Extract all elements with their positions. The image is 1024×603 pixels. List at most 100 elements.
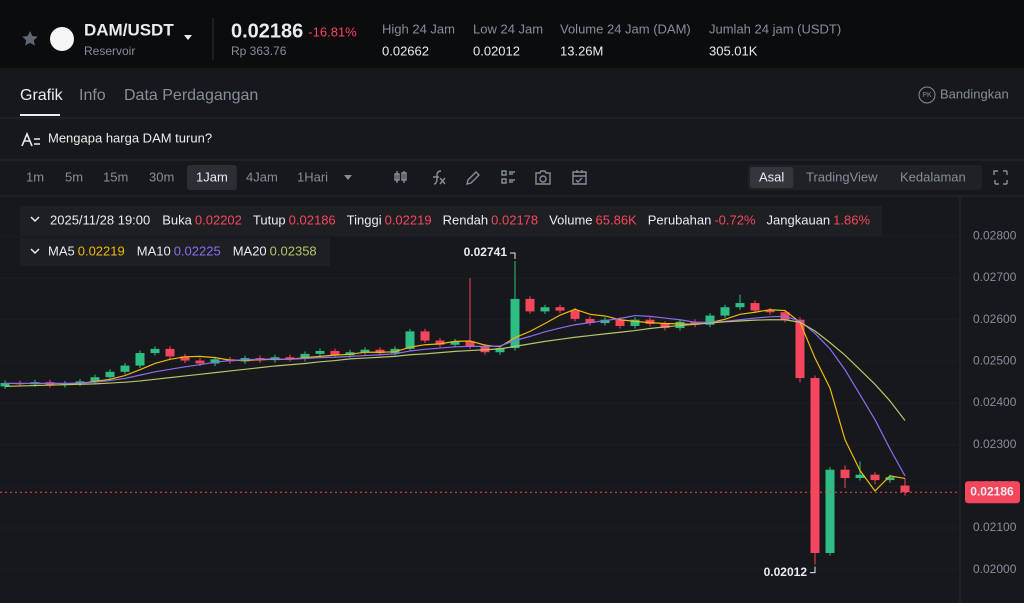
y-tick-label: 0.02400 [973,395,1017,409]
candle-body [390,348,400,354]
candle-body [570,310,580,319]
candle-body [600,319,610,324]
view-active [750,167,794,188]
candle-body [645,319,655,324]
candle-body [0,383,10,387]
market: Reservoir [84,44,135,58]
draw-icon[interactable] [466,171,480,185]
candle-body [720,307,730,316]
ma-name: MA10 [137,243,171,258]
interval[interactable]: 1Hari [297,169,328,184]
candle-body [690,321,700,325]
candle-body [675,321,685,329]
candle-body [855,474,865,479]
interval[interactable]: 5m [65,169,83,184]
candle-body [105,371,115,378]
ma-line [4,319,906,421]
y-tick-label: 0.02000 [973,562,1017,576]
interval-active [187,165,237,190]
y-tick-label: 0.02300 [973,437,1017,451]
template-icon[interactable] [501,170,515,184]
interval[interactable]: 4Jam [246,169,278,184]
view[interactable]: Kedalaman [900,169,966,184]
candle-body [375,349,385,354]
ma-line [5,314,906,477]
interval[interactable]: 30m [149,169,174,184]
y-tick-label: 0.02500 [973,354,1017,368]
view-bar [748,165,982,190]
info-label: Jangkauan [767,212,831,227]
interval[interactable]: 1Jam [196,169,228,184]
info-date: 2025/11/28 19:00 [50,212,150,227]
calendar-icon[interactable] [572,170,587,185]
ma-line [5,308,906,492]
pair[interactable]: DAM/USDT [84,20,174,39]
info-label: Buka [162,212,192,227]
candle-body [285,357,295,359]
ma-toggle[interactable] [30,248,40,255]
candle-body [555,307,565,311]
favorite-star[interactable] [22,31,38,46]
stat-value: 0.02662 [382,43,429,58]
interval[interactable]: 1m [26,169,44,184]
plot [0,196,961,603]
y-tick-label: 0.02100 [973,520,1017,534]
compare[interactable]: Bandingkan [940,86,1009,101]
fullscreen-icon[interactable] [993,170,1008,185]
extreme-pointer [510,252,516,259]
extreme-label: 0.02012 [764,565,808,579]
candle-body [585,318,595,324]
pair-caret[interactable] [184,35,192,40]
info-value: 1.86% [833,212,870,227]
snapshot-icon[interactable] [535,170,551,185]
candle-body [705,315,715,325]
candle-body [405,331,415,349]
price: 0.02186 [231,20,303,42]
stat-value: 13.26M [560,43,603,58]
info-box [20,206,882,236]
info-label: Perubahan [648,212,712,227]
candle-body [810,378,820,554]
candle-body [90,377,100,382]
info-value: 0.02202 [195,212,242,227]
interval-more[interactable] [344,175,352,180]
ma-name: MA5 [48,243,75,258]
info-toggle[interactable] [30,216,40,223]
candle-body [450,341,460,345]
candle-body [735,303,745,308]
candle-body [180,356,190,361]
fiat-price: Rp 363.76 [231,44,287,58]
candle-body [360,349,370,353]
price-change: -16.81% [308,24,357,39]
stat-label: Jumlah 24 jam (USDT) [709,21,841,36]
tab-active[interactable]: Grafik [20,87,64,104]
view[interactable]: Asal [759,169,784,184]
tool-icons [394,170,1008,185]
function-icon[interactable] [433,170,446,185]
stat-label: High 24 Jam [382,21,455,36]
info-value: -0.72% [714,212,756,227]
header-bar [0,0,1024,68]
candle-body [795,319,805,379]
info-label: Volume [549,212,592,227]
candle-body [510,298,520,349]
indicator-icon[interactable] [394,171,407,183]
coin-icon [50,27,74,51]
banner[interactable]: Mengapa harga DAM turun? [48,130,212,145]
interval[interactable]: 15m [103,169,128,184]
tab[interactable]: Info [79,87,106,104]
compare-icon-text[interactable]: PK [922,92,932,99]
banner-icon [21,131,40,147]
candle-body [75,381,85,384]
ma-value: 0.02225 [174,243,221,258]
candle-body [495,348,505,353]
tab[interactable]: Data Perdagangan [124,87,258,104]
y-tick-label: 0.02700 [973,270,1017,284]
compare-icon[interactable] [918,86,936,104]
candle-body [420,331,430,341]
info-label: Tutup [253,212,286,227]
tab-underline [20,114,60,116]
view[interactable]: TradingView [806,169,878,184]
extreme-pointer [810,566,816,574]
